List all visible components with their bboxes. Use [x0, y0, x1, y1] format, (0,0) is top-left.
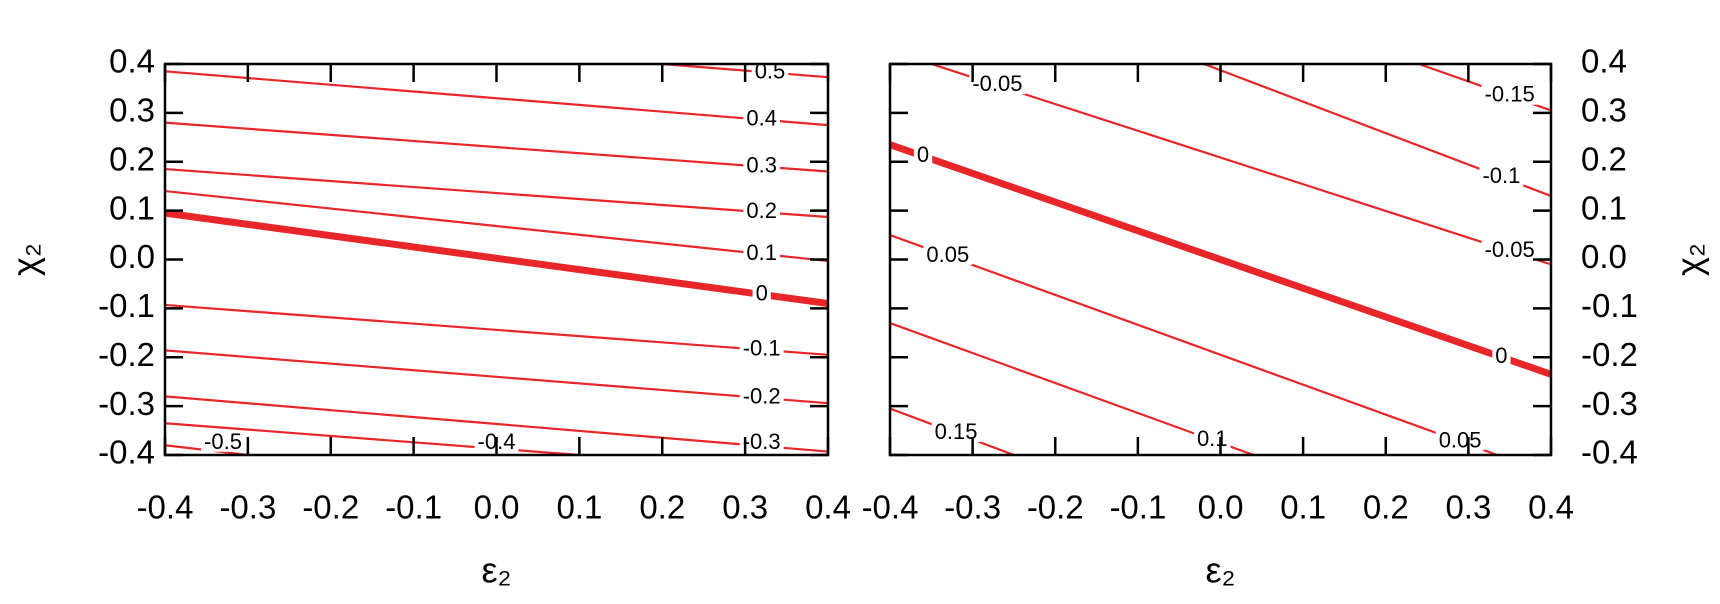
contour-line	[165, 189, 828, 263]
y-tick-label: 0.2	[1581, 140, 1627, 177]
x-tick-label: -0.3	[944, 489, 1001, 526]
contour-label: -0.2	[743, 384, 781, 409]
x-tick-label: -0.1	[385, 489, 442, 526]
contour-label-bg	[1492, 344, 1511, 366]
contour-label: 0.05	[926, 242, 969, 267]
contour-label: -0.3	[743, 429, 781, 454]
y-tick-label: 0.4	[1581, 43, 1627, 80]
y-tick-label: 0.3	[109, 92, 155, 129]
y-tick-label: 0.1	[109, 189, 155, 226]
contour-line	[165, 349, 828, 405]
contour-label: -0.1	[1482, 163, 1520, 188]
y-tick-label: 0.0	[109, 238, 155, 275]
contour-label-bg	[739, 385, 784, 407]
x-tick-label: 0.1	[1280, 489, 1326, 526]
contour-labels: -0.15 -0.1 -0.05 -0.05 0 0 0.05 0.05 0.1 0.15	[913, 71, 1538, 452]
contour-label: -0.15	[1485, 82, 1535, 107]
contour-label: 0.05	[1439, 427, 1482, 452]
contour-line	[165, 209, 828, 307]
x-tick-label: 0.4	[1528, 489, 1574, 526]
contour-label-bg	[969, 73, 1026, 95]
x-tick-label: 0.0	[474, 489, 520, 526]
contours	[890, 64, 1551, 455]
x-tick-label: -0.1	[1109, 489, 1166, 526]
contour-label-bg	[743, 154, 780, 176]
contour-label-bg	[739, 337, 784, 359]
contour-label: 0.2	[746, 198, 777, 223]
contour-label-bg	[739, 430, 784, 452]
contour-label: 0	[1495, 343, 1507, 368]
contour-label: 0	[917, 142, 929, 167]
contour-line	[165, 167, 828, 219]
y-tick-label: -0.1	[1581, 287, 1638, 324]
contour-label-bg	[743, 200, 780, 222]
contour-label: 0	[756, 280, 768, 305]
plot: 0.5 0.4 0.3 0.2 0.1 0 -0.1 -0.2 -0.3 -0.4 -0.5 -0.4…	[5, 43, 851, 591]
y-tick-label: 0.0	[1581, 238, 1627, 275]
contour-line	[890, 233, 1499, 455]
contour-line	[165, 303, 828, 356]
contour-label: -0.05	[972, 71, 1022, 96]
x-tick-label: -0.3	[219, 489, 276, 526]
contour-label-bg	[743, 107, 780, 129]
x-tick-label: -0.4	[862, 489, 919, 526]
contour-label-bg	[1479, 164, 1524, 186]
y-tick-label: -0.2	[1581, 336, 1638, 373]
contour-label-bg	[743, 241, 780, 263]
x-tick-label: 0.4	[805, 489, 851, 526]
y-tick-label: -0.1	[98, 287, 155, 324]
contour-label-bg	[1481, 83, 1538, 105]
contour-label: -0.1	[743, 336, 781, 361]
x-tick-label: 0.2	[639, 489, 685, 526]
y-tick-label: 0.3	[1581, 92, 1627, 129]
x-axis-label: ε₂	[481, 550, 511, 591]
x-axis-label: ε₂	[1205, 550, 1235, 591]
x-tick-label: 0.3	[1445, 489, 1491, 526]
contour-label: 0.4	[746, 106, 777, 131]
contour-line	[165, 395, 828, 453]
y-axis-label: χ₂	[1669, 243, 1710, 276]
x-tick-label: -0.2	[1027, 489, 1084, 526]
contour-label: 0.1	[746, 240, 777, 265]
y-tick-label: -0.2	[98, 336, 155, 373]
y-tick-label: -0.3	[1581, 385, 1638, 422]
contour-label: 0.3	[746, 152, 777, 177]
contour-line	[165, 121, 828, 173]
y-axis-label: χ₂	[5, 243, 46, 276]
x-tick-label: -0.4	[137, 489, 194, 526]
y-tick-label: -0.4	[98, 434, 155, 471]
x-tick-label: 0.2	[1363, 489, 1409, 526]
x-tick-label: 0.1	[556, 489, 602, 526]
contours	[165, 64, 828, 455]
y-tick-label: -0.3	[98, 385, 155, 422]
contour-label-bg	[1435, 429, 1485, 451]
contour-label: 0.1	[1197, 426, 1228, 451]
contour-label-bg	[1481, 238, 1538, 260]
x-tick-label: 0.3	[722, 489, 768, 526]
y-tick-label: 0.1	[1581, 189, 1627, 226]
contour-line	[890, 141, 1551, 378]
contour-label-bg	[751, 60, 789, 82]
x-tick-label: 0.0	[1198, 489, 1244, 526]
contour-label: 0.15	[935, 419, 978, 444]
contour-line	[165, 70, 828, 127]
contour-label: -0.05	[1485, 237, 1535, 262]
contour-label: 0.5	[755, 58, 786, 83]
x-tick-label: -0.2	[302, 489, 359, 526]
contour-label-bg	[923, 243, 973, 265]
contour-label-bg	[931, 421, 981, 443]
contour-label-bg	[752, 282, 771, 304]
contour-label-bg	[201, 430, 245, 452]
y-tick-label: -0.4	[1581, 434, 1638, 471]
contour-label-bg	[913, 143, 933, 165]
y-tick-label: 0.2	[109, 140, 155, 177]
contour-line	[890, 321, 1255, 455]
contour-labels: 0.50.40.30.20.10-0.1-0.2-0.3-0.4-0.5	[201, 58, 789, 454]
contour-line	[930, 64, 1551, 266]
contour-label: -0.5	[204, 429, 242, 454]
plot: -0.15 -0.1 -0.05 -0.05 0 0 0.05 0.05 0.1 0.15 -0.4…	[862, 43, 1710, 591]
y-tick-label: 0.4	[109, 43, 155, 80]
